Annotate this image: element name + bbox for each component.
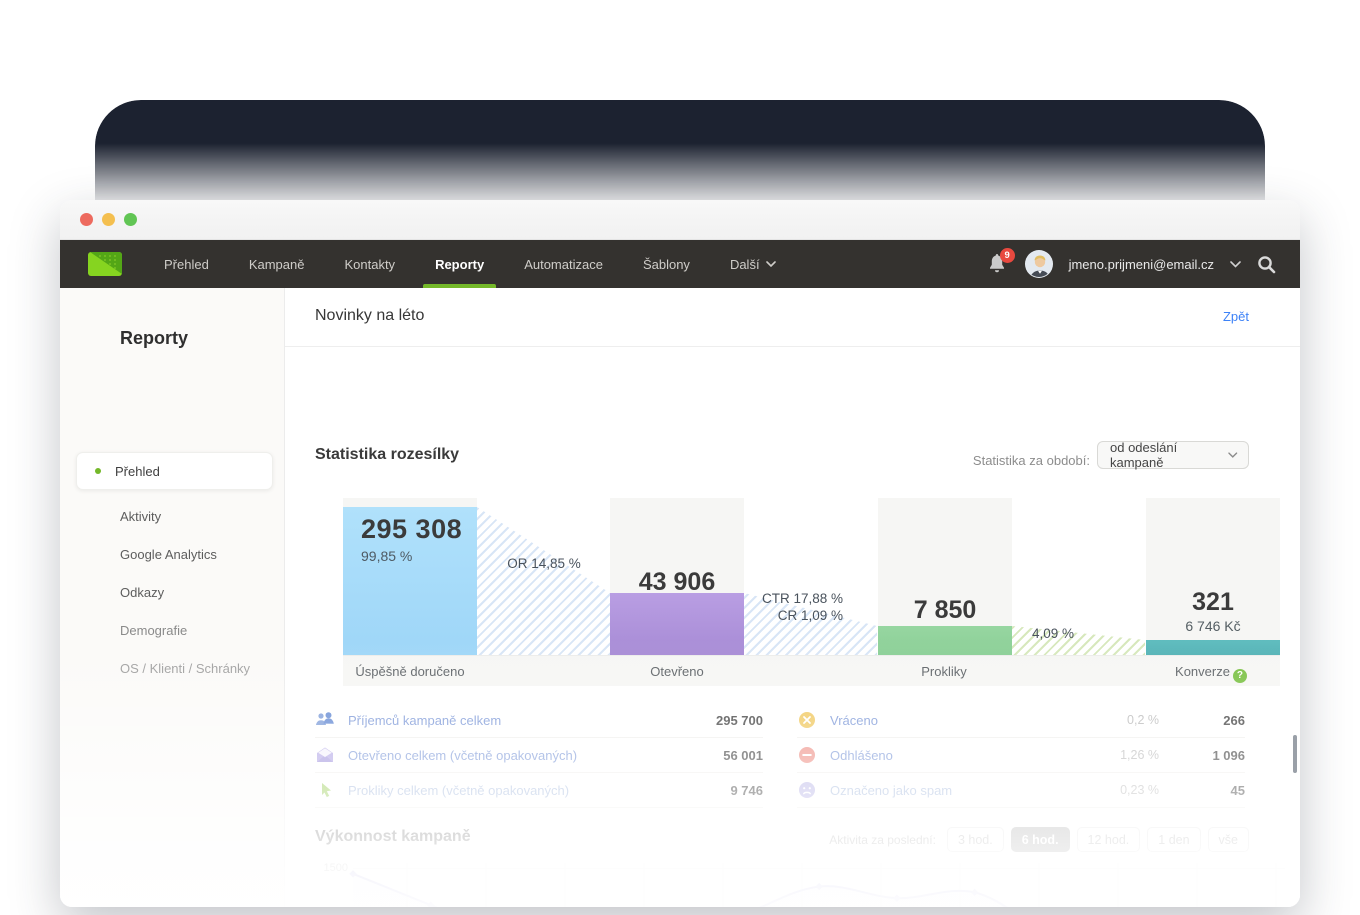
stage-label-clicks: Prokliky bbox=[921, 664, 967, 679]
activity-filter: Aktivita za poslední: 3 hod. 6 hod. 12 h… bbox=[829, 827, 1249, 852]
decorative-dark-blob bbox=[95, 100, 1265, 208]
sidebar-item-os-klienti-schranky[interactable]: OS / Klienti / Schránky bbox=[120, 661, 251, 676]
reports-sidebar: Reporty Přehled Aktivity Google Analytic… bbox=[60, 288, 285, 907]
sidebar-item-aktivity[interactable]: Aktivity bbox=[120, 509, 162, 524]
list-item-clicks-total[interactable]: Prokliky celkem (včetně opakovaných) 9 7… bbox=[315, 773, 763, 808]
stage-label-conversions: Konverze? bbox=[1121, 664, 1300, 683]
totals-list-right: Vráceno 0,2 % 266 Odhlášeno 1,26 % 1 096 bbox=[797, 703, 1245, 808]
sidebar-item-demografie[interactable]: Demografie bbox=[120, 623, 188, 638]
filter-3h-button[interactable]: 3 hod. bbox=[946, 827, 1004, 852]
scrollbar-thumb[interactable] bbox=[1293, 735, 1297, 773]
clicks-value: 7 850 bbox=[913, 596, 977, 624]
totals-list-left: Příjemců kampaně celkem 295 700 Otevřeno… bbox=[315, 703, 763, 808]
period-select[interactable]: od odeslání kampaně bbox=[1097, 440, 1249, 470]
conversions-bar[interactable] bbox=[1146, 640, 1280, 655]
navbar-right-cluster: 9 jmeno.prijmeni@email.cz bbox=[987, 248, 1300, 278]
funnel-column-clicks bbox=[878, 498, 1012, 655]
conversion-help-icon[interactable]: ? bbox=[1232, 668, 1247, 683]
close-window-button[interactable] bbox=[80, 213, 93, 226]
conversions-revenue: 6 746 Kč bbox=[1185, 618, 1241, 634]
opened-value: 43 906 bbox=[638, 568, 716, 596]
top-navbar: Přehled Kampaně Kontakty Reporty Automat… bbox=[60, 240, 1300, 288]
nav-item-prehled[interactable]: Přehled bbox=[164, 256, 209, 272]
spam-face-icon bbox=[799, 782, 815, 798]
campaign-header: Novinky na léto Zpět bbox=[285, 288, 1300, 347]
conversion-rate-label: 4,09 % bbox=[1031, 626, 1075, 641]
open-rate-label: OR 14,85 % bbox=[507, 556, 581, 571]
list-item-spam[interactable]: Označeno jako spam 0,23 % 45 bbox=[797, 773, 1245, 808]
unsubscribe-icon bbox=[799, 747, 815, 763]
performance-heading: Výkonnost kampaně bbox=[315, 828, 471, 845]
list-item-bounced[interactable]: Vráceno 0,2 % 266 bbox=[797, 703, 1245, 738]
ctr-cr-label: CTR 17,88 % CR 1,09 % bbox=[761, 591, 843, 623]
main-content: Novinky na léto Zpět Statistika rozesílk… bbox=[285, 288, 1300, 907]
stage-label-delivered: Úspěšně doručeno bbox=[355, 664, 465, 679]
performance-line-chart[interactable] bbox=[340, 858, 1290, 907]
user-email[interactable]: jmeno.prijmeni@email.cz bbox=[1068, 256, 1214, 272]
funnel-column-delivered: 295 308 99,85 % bbox=[343, 498, 477, 655]
list-item-opens-total[interactable]: Otevřeno celkem (včetně opakovaných) 56 … bbox=[315, 738, 763, 773]
campaign-title: Novinky na léto bbox=[315, 307, 425, 324]
main-menu: Přehled Kampaně Kontakty Reporty Automat… bbox=[144, 240, 796, 288]
nav-item-sablony[interactable]: Šablony bbox=[642, 256, 690, 272]
sidebar-item-odkazy[interactable]: Odkazy bbox=[120, 585, 165, 600]
active-bullet-icon bbox=[95, 468, 101, 474]
user-avatar[interactable] bbox=[1024, 250, 1053, 278]
envelope-open-icon bbox=[317, 747, 333, 762]
chevron-down-icon bbox=[1228, 452, 1238, 458]
minimize-window-button[interactable] bbox=[102, 213, 115, 226]
app-logo[interactable] bbox=[88, 252, 122, 276]
cursor-click-icon bbox=[322, 783, 331, 798]
search-icon[interactable] bbox=[1257, 255, 1276, 274]
sidebar-item-google-analytics[interactable]: Google Analytics bbox=[120, 547, 217, 562]
activity-filter-label: Aktivita za poslední: bbox=[829, 832, 936, 847]
sidebar-title: Reporty bbox=[120, 328, 189, 348]
list-item-unsubscribed[interactable]: Odhlášeno 1,26 % 1 096 bbox=[797, 738, 1245, 773]
window-titlebar bbox=[60, 200, 1300, 240]
conversions-value: 321 bbox=[1192, 588, 1234, 616]
filter-all-button[interactable]: vše bbox=[1207, 827, 1249, 852]
browser-window: Přehled Kampaně Kontakty Reporty Automat… bbox=[60, 200, 1300, 907]
account-chevron-down-icon[interactable] bbox=[1230, 260, 1241, 268]
nav-item-kampane[interactable]: Kampaně bbox=[248, 256, 305, 272]
filter-6h-button[interactable]: 6 hod. bbox=[1010, 827, 1070, 852]
notification-count-badge: 9 bbox=[999, 248, 1015, 263]
funnel-axis-strip: Úspěšně doručeno Otevřeno Prokliky Konve… bbox=[343, 655, 1280, 686]
delivered-percent: 99,85 % bbox=[361, 548, 413, 564]
nav-item-kontakty[interactable]: Kontakty bbox=[344, 256, 396, 272]
notifications-button[interactable]: 9 bbox=[987, 248, 1015, 275]
clicks-bar[interactable] bbox=[878, 626, 1012, 655]
funnel-transition-click bbox=[744, 592, 877, 655]
list-item-recipients[interactable]: Příjemců kampaně celkem 295 700 bbox=[315, 703, 763, 738]
window-body: Reporty Přehled Aktivity Google Analytic… bbox=[60, 288, 1300, 907]
nav-item-dalsi[interactable]: Další bbox=[710, 240, 796, 288]
period-label: Statistika za období: bbox=[972, 453, 1090, 468]
bounce-icon bbox=[799, 712, 815, 728]
chevron-down-icon bbox=[765, 261, 776, 267]
filter-1day-button[interactable]: 1 den bbox=[1147, 827, 1201, 852]
delivered-value: 295 308 bbox=[361, 514, 463, 544]
users-icon bbox=[316, 712, 334, 725]
nav-item-automatizace[interactable]: Automatizace bbox=[524, 256, 603, 272]
sidebar-item-prehled[interactable]: Přehled bbox=[76, 452, 273, 490]
back-link[interactable]: Zpět bbox=[1222, 309, 1249, 324]
zoom-window-button[interactable] bbox=[124, 213, 137, 226]
funnel-transition-open bbox=[477, 506, 610, 655]
statistics-heading: Statistika rozesílky bbox=[315, 446, 460, 463]
filter-12h-button[interactable]: 12 hod. bbox=[1076, 827, 1141, 852]
delivery-funnel-chart: 295 308 99,85 % 43 906 7 850 3 bbox=[343, 498, 1280, 686]
stage-label-opened: Otevřeno bbox=[650, 664, 704, 679]
nav-item-reporty[interactable]: Reporty bbox=[415, 240, 504, 288]
delivered-bar[interactable] bbox=[343, 507, 477, 655]
